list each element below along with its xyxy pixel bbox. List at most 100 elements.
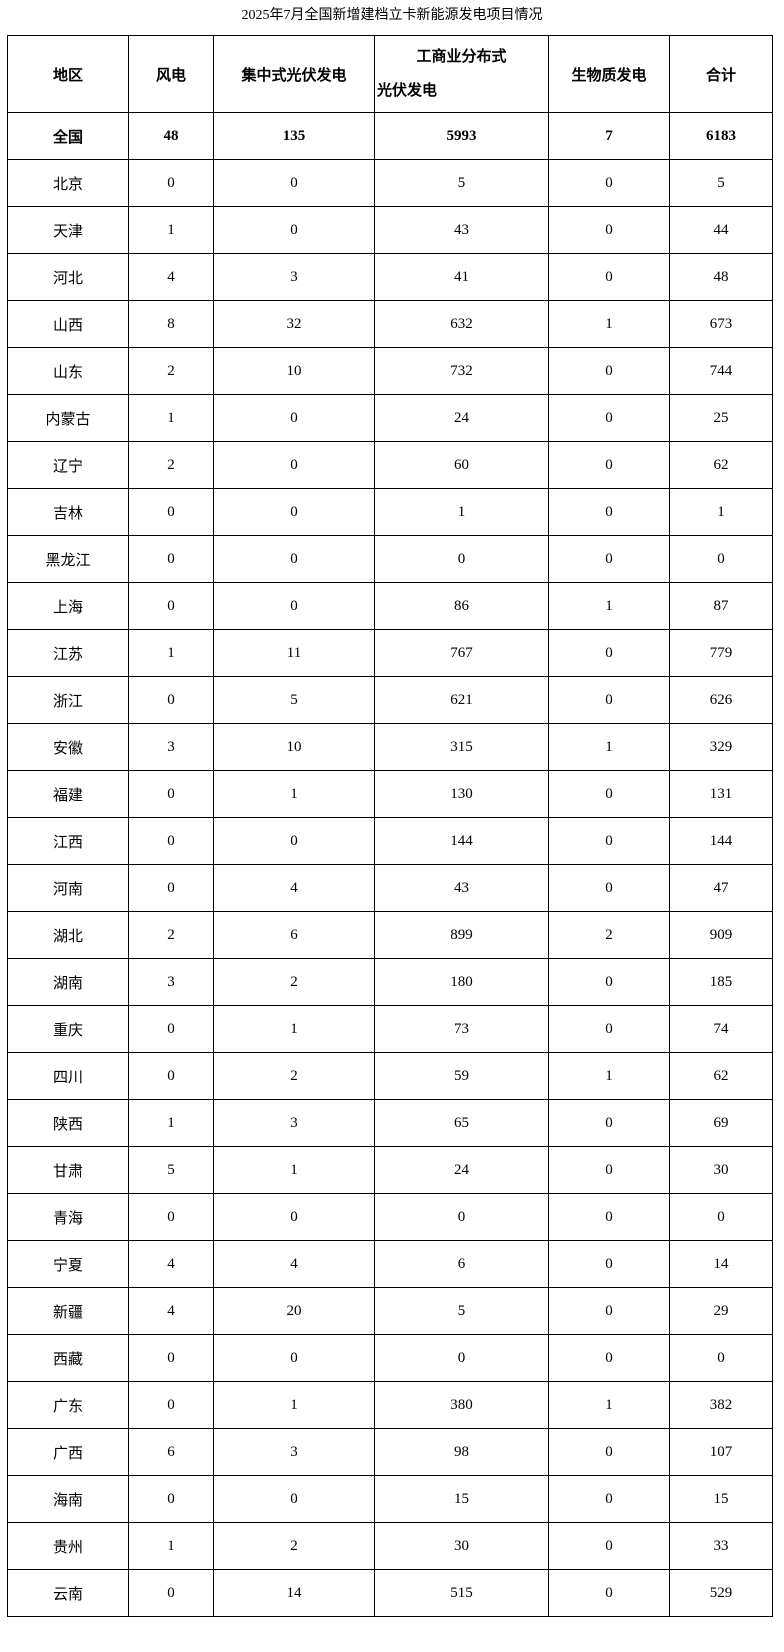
table-row: 西藏 0 0 0 0 0: [7, 1334, 773, 1382]
value-cell: 0: [213, 817, 375, 865]
value-cell: 1: [213, 1381, 375, 1429]
value-cell: 3: [213, 1428, 375, 1476]
value-cell: 60: [374, 441, 549, 489]
value-cell: 909: [669, 911, 773, 959]
value-cell: 4: [128, 1287, 214, 1335]
table-row: 贵州 1 2 30 0 33: [7, 1522, 773, 1570]
value-cell: 4: [213, 1240, 375, 1288]
value-cell: 30: [374, 1522, 549, 1570]
region-cell: 云南: [7, 1569, 129, 1617]
value-cell: 0: [548, 1099, 670, 1147]
value-cell: 2: [128, 911, 214, 959]
value-cell: 1: [128, 629, 214, 677]
value-cell: 43: [374, 206, 549, 254]
region-cell: 陕西: [7, 1099, 129, 1147]
value-cell: 0: [128, 1193, 214, 1241]
value-cell: 899: [374, 911, 549, 959]
value-cell: 29: [669, 1287, 773, 1335]
table-row: 陕西 1 3 65 0 69: [7, 1099, 773, 1147]
value-cell: 43: [374, 864, 549, 912]
value-cell: 24: [374, 1146, 549, 1194]
region-cell: 广东: [7, 1381, 129, 1429]
table-row: 山西 8 32 632 1 673: [7, 300, 773, 348]
value-cell: 0: [548, 676, 670, 724]
value-cell: 0: [374, 1193, 549, 1241]
region-cell: 湖北: [7, 911, 129, 959]
value-cell: 1: [374, 488, 549, 536]
value-cell: 107: [669, 1428, 773, 1476]
table-body: 全国 48 135 5993 7 6183 北京 0 0 5 0 5 天津 1 0 43 0 44 河北 4 3 41 0 4…: [7, 112, 773, 1617]
value-cell: 0: [548, 347, 670, 395]
value-cell: 0: [128, 1005, 214, 1053]
table-row: 河北 4 3 41 0 48: [7, 253, 773, 301]
value-cell: 8: [128, 300, 214, 348]
value-cell: 3: [213, 253, 375, 301]
region-cell: 甘肃: [7, 1146, 129, 1194]
value-cell: 4: [213, 864, 375, 912]
table-row: 新疆 4 20 5 0 29: [7, 1287, 773, 1335]
value-cell: 14: [669, 1240, 773, 1288]
region-cell: 上海: [7, 582, 129, 630]
table-row: 云南 0 14 515 0 529: [7, 1569, 773, 1617]
value-cell: 1: [213, 770, 375, 818]
value-cell: 10: [213, 347, 375, 395]
table-row: 湖南 3 2 180 0 185: [7, 958, 773, 1006]
value-cell: 1: [669, 488, 773, 536]
value-cell: 6: [128, 1428, 214, 1476]
value-cell: 86: [374, 582, 549, 630]
header-row: 地区 风电 集中式光伏发电 工商业分布式 光伏发电 生物质发电 合计: [7, 35, 773, 113]
value-cell: 0: [548, 1428, 670, 1476]
value-cell: 1: [128, 394, 214, 442]
table-row: 重庆 0 1 73 0 74: [7, 1005, 773, 1053]
value-cell: 0: [374, 1334, 549, 1382]
col-header-biomass: 生物质发电: [548, 35, 670, 113]
region-cell: 内蒙古: [7, 394, 129, 442]
table-row: 青海 0 0 0 0 0: [7, 1193, 773, 1241]
table-row: 浙江 0 5 621 0 626: [7, 676, 773, 724]
region-cell: 青海: [7, 1193, 129, 1241]
value-cell: 2: [548, 911, 670, 959]
value-cell: 2: [128, 441, 214, 489]
value-cell: 0: [128, 817, 214, 865]
value-cell: 329: [669, 723, 773, 771]
col-header-commercial-pv-line2: 光伏发电: [377, 83, 438, 99]
value-cell: 0: [213, 441, 375, 489]
col-header-commercial-pv: 工商业分布式 光伏发电: [374, 35, 549, 113]
value-cell: 6183: [669, 112, 773, 160]
table-row: 江西 0 0 144 0 144: [7, 817, 773, 865]
value-cell: 515: [374, 1569, 549, 1617]
value-cell: 2: [213, 958, 375, 1006]
value-cell: 632: [374, 300, 549, 348]
value-cell: 382: [669, 1381, 773, 1429]
value-cell: 98: [374, 1428, 549, 1476]
value-cell: 41: [374, 253, 549, 301]
table-row: 河南 0 4 43 0 47: [7, 864, 773, 912]
table-row: 湖北 2 6 899 2 909: [7, 911, 773, 959]
region-cell: 天津: [7, 206, 129, 254]
region-cell: 海南: [7, 1475, 129, 1523]
value-cell: 0: [548, 1569, 670, 1617]
table-row: 广东 0 1 380 1 382: [7, 1381, 773, 1429]
value-cell: 529: [669, 1569, 773, 1617]
data-table: 地区 风电 集中式光伏发电 工商业分布式 光伏发电 生物质发电 合计 全国 48 1…: [7, 35, 773, 1617]
region-cell: 广西: [7, 1428, 129, 1476]
value-cell: 2: [213, 1522, 375, 1570]
value-cell: 732: [374, 347, 549, 395]
value-cell: 0: [213, 394, 375, 442]
table-row: 海南 0 0 15 0 15: [7, 1475, 773, 1523]
value-cell: 4: [128, 1240, 214, 1288]
value-cell: 0: [213, 535, 375, 583]
value-cell: 1: [213, 1005, 375, 1053]
value-cell: 0: [128, 535, 214, 583]
value-cell: 0: [548, 864, 670, 912]
value-cell: 0: [669, 535, 773, 583]
table-row: 四川 0 2 59 1 62: [7, 1052, 773, 1100]
value-cell: 0: [548, 441, 670, 489]
region-cell: 湖南: [7, 958, 129, 1006]
region-cell: 辽宁: [7, 441, 129, 489]
value-cell: 7: [548, 112, 670, 160]
value-cell: 73: [374, 1005, 549, 1053]
table-row: 山东 2 10 732 0 744: [7, 347, 773, 395]
region-cell: 贵州: [7, 1522, 129, 1570]
